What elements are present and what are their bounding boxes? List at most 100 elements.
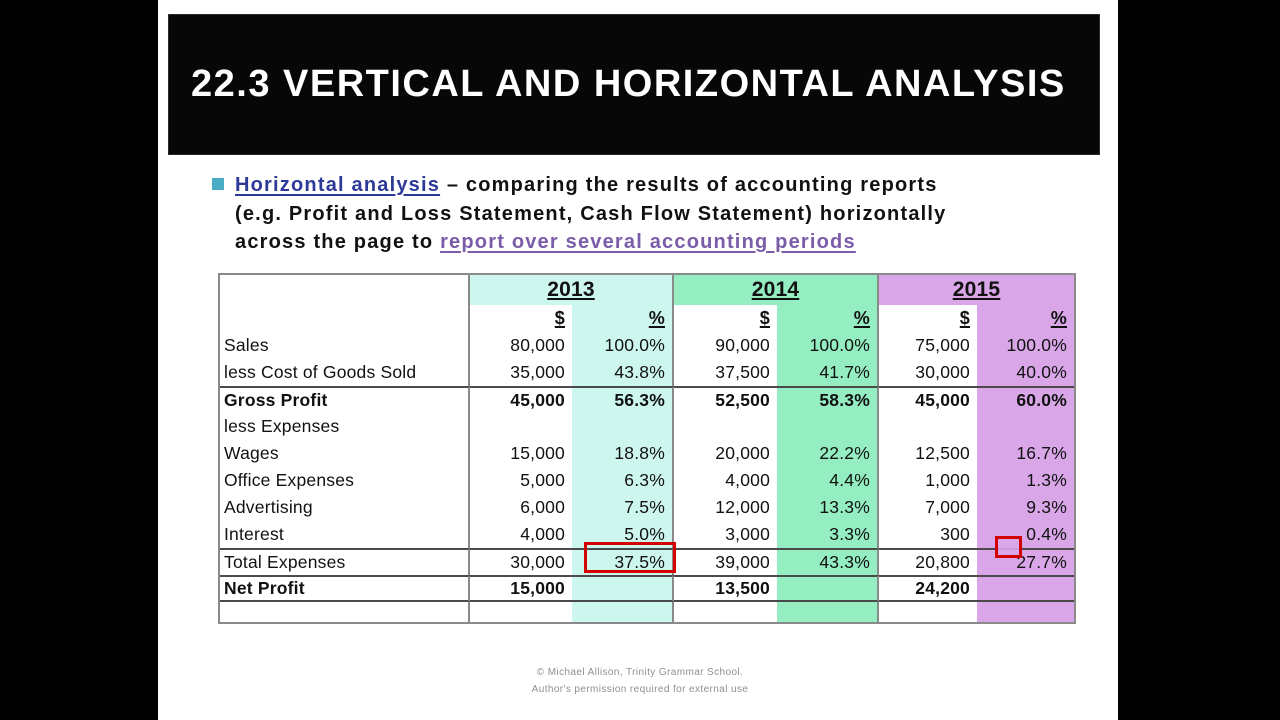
accounting-periods-link: report over several accounting periods: [440, 231, 856, 253]
subheader-dollar-2014: $: [759, 308, 770, 328]
letterbox-right: [1118, 0, 1280, 720]
financial-table: 2013 2014 2015 $% $% $% Sales 80,000 100.0% 90,00…: [218, 273, 1076, 624]
table-cell: 3.3%: [777, 521, 879, 548]
slide-footer: © Michael Allison, Trinity Grammar Schoo…: [0, 664, 1280, 698]
table-cell: 40.0%: [977, 359, 1074, 386]
table-cell: [674, 602, 777, 622]
bullet-line-1-rest: – comparing the results of accounting re…: [440, 174, 938, 196]
table-cell: 15,000: [510, 443, 565, 463]
footer-line-2: Author's permission required for externa…: [531, 684, 749, 695]
table-cell: [777, 602, 879, 622]
row-label: [220, 602, 470, 622]
table-cell: 100.0%: [572, 332, 674, 359]
table-cell: 27.7%: [977, 548, 1074, 575]
table-cell: [572, 602, 674, 622]
bullet-line-2: (e.g. Profit and Loss Statement, Cash Fl…: [235, 202, 947, 225]
table-cell: [572, 575, 674, 602]
letterbox-left: [0, 0, 158, 720]
table-cell: [879, 413, 977, 440]
table-cell: 12,000: [715, 497, 770, 517]
table-cell: 4,000: [520, 524, 565, 544]
table-cell: 9.3%: [977, 494, 1074, 521]
table-cell: 7,000: [925, 497, 970, 517]
row-label: less Cost of Goods Sold: [220, 359, 470, 386]
table-cell: 13,500: [674, 575, 777, 602]
table-cell: 100.0%: [977, 332, 1074, 359]
row-label: Net Profit: [220, 575, 470, 602]
table-cell: 4,000: [725, 470, 770, 490]
subheader-spacer: [220, 305, 470, 332]
table-cell: 4.4%: [777, 467, 879, 494]
table-cell: 12,500: [915, 443, 970, 463]
table-cell: 52,500: [674, 386, 777, 413]
table-cell: 30,000: [470, 548, 572, 575]
subheader-percent-2014: %: [777, 305, 879, 332]
table-cell: 35,000: [510, 362, 565, 382]
table-cell: 90,000: [715, 335, 770, 355]
row-label: Sales: [220, 332, 470, 359]
table-cell: 56.3%: [572, 386, 674, 413]
table-cell: 5,000: [520, 470, 565, 490]
table-cell: [674, 413, 777, 440]
table-cell: 13.3%: [777, 494, 879, 521]
table-cell: 16.7%: [977, 440, 1074, 467]
year-header-spacer: [220, 275, 470, 305]
bullet-text: Horizontal analysis – comparing the resu…: [235, 171, 947, 257]
table-cell: 6.3%: [572, 467, 674, 494]
table-cell: 22.2%: [777, 440, 879, 467]
row-label: less Expenses: [220, 413, 470, 440]
row-label: Office Expenses: [220, 467, 470, 494]
table-cell: 75,000: [915, 335, 970, 355]
subheader-dollar-2013: $: [554, 308, 565, 328]
table-cell: 20,000: [715, 443, 770, 463]
table-cell: 30,000: [915, 362, 970, 382]
table-cell: [777, 413, 879, 440]
table-cell: 3,000: [725, 524, 770, 544]
red-box-2015-total-expenses-pct: [995, 536, 1022, 558]
subheader-percent-2013: %: [572, 305, 674, 332]
row-label: Advertising: [220, 494, 470, 521]
year-header-2014: 2014: [674, 275, 879, 305]
bullet-line-1: Horizontal analysis – comparing the resu…: [235, 171, 947, 200]
title-banner: 22.3 VERTICAL AND HORIZONTAL ANALYSIS: [168, 14, 1100, 155]
row-label: Interest: [220, 521, 470, 548]
row-label: Gross Profit: [220, 386, 470, 413]
table-cell: 37,500: [715, 362, 770, 382]
table-cell: 80,000: [510, 335, 565, 355]
row-label: Total Expenses: [220, 548, 470, 575]
table-cell: [777, 575, 879, 602]
table-cell: 45,000: [470, 386, 572, 413]
slide-title: 22.3 VERTICAL AND HORIZONTAL ANALYSIS: [191, 63, 1066, 105]
table-cell: 1,000: [925, 470, 970, 490]
table-cell: 300: [940, 524, 970, 544]
table-cell: 43.8%: [572, 359, 674, 386]
table-cell: [470, 413, 572, 440]
bullet-block: Horizontal analysis – comparing the resu…: [212, 171, 1092, 257]
table-cell: [470, 602, 572, 622]
table-cell: 43.3%: [777, 548, 879, 575]
table-cell: [977, 602, 1074, 622]
table-cell: [977, 575, 1074, 602]
table-cell: 41.7%: [777, 359, 879, 386]
table-cell: 45,000: [879, 386, 977, 413]
table-cell: 60.0%: [977, 386, 1074, 413]
table-cell: 58.3%: [777, 386, 879, 413]
bullet-line-3: across the page to report over several a…: [235, 228, 947, 257]
year-header-2015: 2015: [879, 275, 1074, 305]
table-wrap: 2013 2014 2015 $% $% $% Sales 80,000 100.0% 90,00…: [218, 273, 1076, 624]
table-cell: 20,800: [879, 548, 977, 575]
table-cell: 24,200: [879, 575, 977, 602]
table-cell: [572, 413, 674, 440]
table-cell: 18.8%: [572, 440, 674, 467]
horizontal-analysis-link: Horizontal analysis: [235, 174, 441, 196]
table-cell: 0.4%: [977, 521, 1074, 548]
table-cell: 39,000: [674, 548, 777, 575]
red-box-2013-total-expenses-pct: [584, 542, 676, 573]
table-cell: [879, 602, 977, 622]
year-header-2013: 2013: [470, 275, 674, 305]
table-cell: 6,000: [520, 497, 565, 517]
subheader-dollar-2015: $: [959, 308, 970, 328]
subheader-percent-2015: %: [977, 305, 1074, 332]
table-cell: 1.3%: [977, 467, 1074, 494]
table-cell: [977, 413, 1074, 440]
